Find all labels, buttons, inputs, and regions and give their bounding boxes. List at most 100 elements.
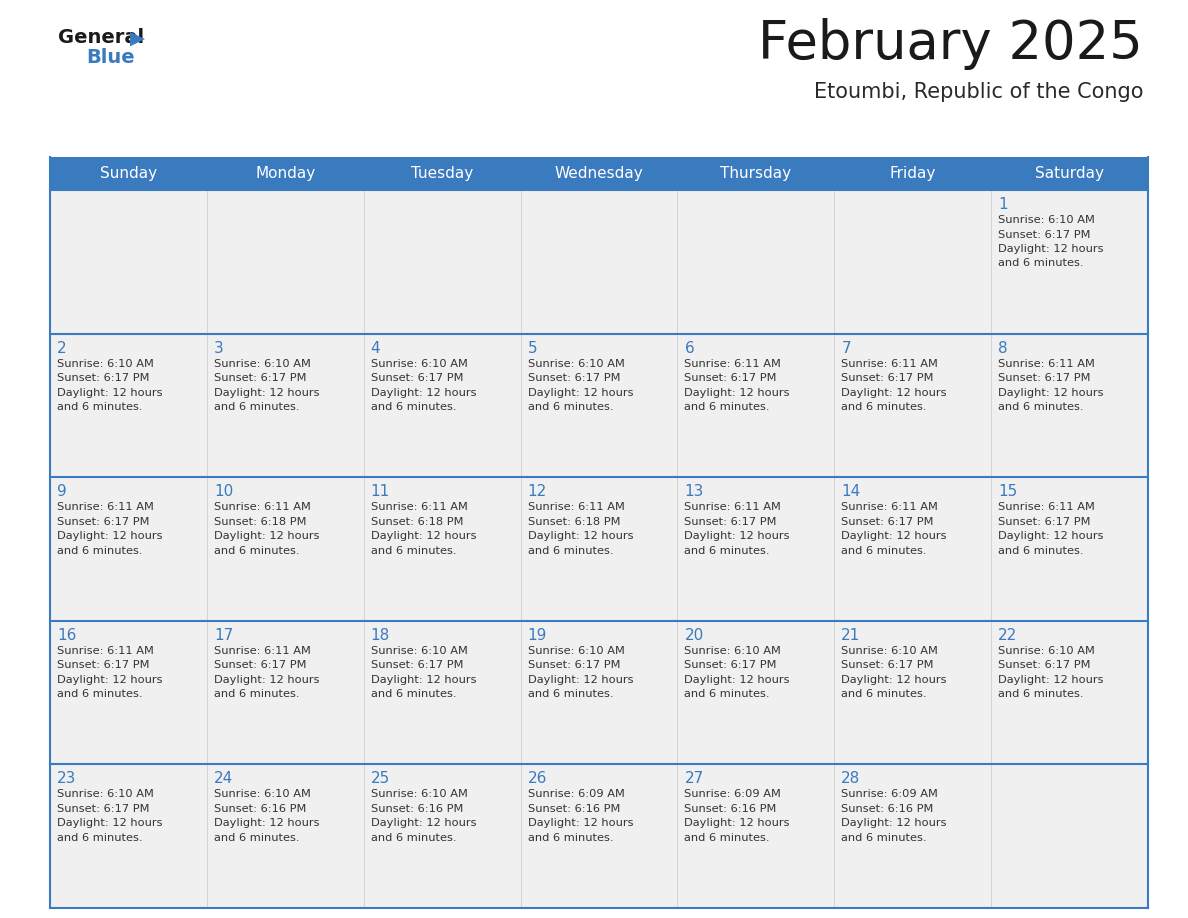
Text: Daylight: 12 hours: Daylight: 12 hours: [998, 675, 1104, 685]
Text: and 6 minutes.: and 6 minutes.: [371, 689, 456, 700]
Text: 24: 24: [214, 771, 233, 787]
Text: 18: 18: [371, 628, 390, 643]
Bar: [207, 477, 364, 621]
Text: Sunset: 6:17 PM: Sunset: 6:17 PM: [684, 660, 777, 670]
Text: and 6 minutes.: and 6 minutes.: [214, 689, 299, 700]
Text: Sunrise: 6:11 AM: Sunrise: 6:11 AM: [527, 502, 625, 512]
Text: Sunrise: 6:10 AM: Sunrise: 6:10 AM: [371, 359, 468, 369]
Bar: [834, 190, 991, 333]
Text: 20: 20: [684, 628, 703, 643]
Text: Sunset: 6:17 PM: Sunset: 6:17 PM: [214, 660, 307, 670]
Text: Sunset: 6:17 PM: Sunset: 6:17 PM: [998, 517, 1091, 527]
Text: Sunrise: 6:10 AM: Sunrise: 6:10 AM: [57, 789, 154, 800]
Text: Daylight: 12 hours: Daylight: 12 hours: [998, 387, 1104, 397]
Text: Sunset: 6:18 PM: Sunset: 6:18 PM: [371, 517, 463, 527]
Text: Sunrise: 6:10 AM: Sunrise: 6:10 AM: [214, 359, 311, 369]
Bar: [520, 765, 677, 908]
Text: Sunset: 6:16 PM: Sunset: 6:16 PM: [371, 804, 463, 814]
Text: Sunset: 6:17 PM: Sunset: 6:17 PM: [57, 660, 150, 670]
Text: Tuesday: Tuesday: [411, 166, 473, 181]
Text: General: General: [58, 28, 144, 47]
Text: 13: 13: [684, 484, 703, 499]
Text: Sunrise: 6:11 AM: Sunrise: 6:11 AM: [841, 502, 939, 512]
Text: Daylight: 12 hours: Daylight: 12 hours: [371, 532, 476, 542]
Text: and 6 minutes.: and 6 minutes.: [998, 545, 1083, 555]
Text: Sunset: 6:17 PM: Sunset: 6:17 PM: [214, 373, 307, 383]
Text: and 6 minutes.: and 6 minutes.: [684, 833, 770, 843]
Text: 14: 14: [841, 484, 860, 499]
Text: and 6 minutes.: and 6 minutes.: [371, 833, 456, 843]
Bar: [207, 190, 364, 333]
Text: Sunrise: 6:10 AM: Sunrise: 6:10 AM: [684, 645, 782, 655]
Text: 9: 9: [57, 484, 67, 499]
Text: and 6 minutes.: and 6 minutes.: [527, 402, 613, 412]
Bar: [207, 765, 364, 908]
Text: Sunrise: 6:09 AM: Sunrise: 6:09 AM: [527, 789, 625, 800]
Bar: [520, 333, 677, 477]
Text: Sunset: 6:17 PM: Sunset: 6:17 PM: [57, 804, 150, 814]
Text: Daylight: 12 hours: Daylight: 12 hours: [57, 532, 163, 542]
Text: 27: 27: [684, 771, 703, 787]
Text: Sunset: 6:17 PM: Sunset: 6:17 PM: [998, 660, 1091, 670]
Text: Sunrise: 6:11 AM: Sunrise: 6:11 AM: [371, 502, 468, 512]
Text: Daylight: 12 hours: Daylight: 12 hours: [998, 244, 1104, 254]
Text: 25: 25: [371, 771, 390, 787]
Bar: [677, 477, 834, 621]
Text: and 6 minutes.: and 6 minutes.: [57, 833, 143, 843]
Bar: [677, 190, 834, 333]
Text: Daylight: 12 hours: Daylight: 12 hours: [841, 532, 947, 542]
Text: Daylight: 12 hours: Daylight: 12 hours: [527, 675, 633, 685]
Text: 28: 28: [841, 771, 860, 787]
Text: Sunrise: 6:10 AM: Sunrise: 6:10 AM: [57, 359, 154, 369]
Text: Sunset: 6:16 PM: Sunset: 6:16 PM: [527, 804, 620, 814]
Bar: [364, 333, 520, 477]
Bar: [834, 621, 991, 765]
Text: Sunset: 6:17 PM: Sunset: 6:17 PM: [371, 660, 463, 670]
Text: Daylight: 12 hours: Daylight: 12 hours: [841, 387, 947, 397]
Text: Sunrise: 6:11 AM: Sunrise: 6:11 AM: [214, 502, 311, 512]
Text: 15: 15: [998, 484, 1017, 499]
Text: February 2025: February 2025: [758, 18, 1143, 70]
Text: and 6 minutes.: and 6 minutes.: [371, 402, 456, 412]
Bar: [50, 477, 207, 621]
Text: Sunrise: 6:11 AM: Sunrise: 6:11 AM: [841, 359, 939, 369]
Bar: [364, 190, 520, 333]
Bar: [207, 621, 364, 765]
Text: and 6 minutes.: and 6 minutes.: [527, 545, 613, 555]
Text: Monday: Monday: [255, 166, 315, 181]
Text: Sunset: 6:17 PM: Sunset: 6:17 PM: [527, 660, 620, 670]
Text: Sunset: 6:17 PM: Sunset: 6:17 PM: [527, 373, 620, 383]
Text: Daylight: 12 hours: Daylight: 12 hours: [57, 675, 163, 685]
Bar: [991, 190, 1148, 333]
Text: Daylight: 12 hours: Daylight: 12 hours: [371, 675, 476, 685]
Text: and 6 minutes.: and 6 minutes.: [57, 689, 143, 700]
Text: and 6 minutes.: and 6 minutes.: [527, 833, 613, 843]
Text: Sunset: 6:17 PM: Sunset: 6:17 PM: [371, 373, 463, 383]
Bar: [991, 621, 1148, 765]
Text: Daylight: 12 hours: Daylight: 12 hours: [684, 532, 790, 542]
Text: Friday: Friday: [890, 166, 936, 181]
Text: Sunday: Sunday: [100, 166, 157, 181]
Text: Sunrise: 6:10 AM: Sunrise: 6:10 AM: [998, 645, 1095, 655]
Bar: [50, 157, 1148, 190]
Text: and 6 minutes.: and 6 minutes.: [841, 402, 927, 412]
Text: Sunset: 6:16 PM: Sunset: 6:16 PM: [841, 804, 934, 814]
Text: Sunrise: 6:11 AM: Sunrise: 6:11 AM: [684, 359, 782, 369]
Text: 21: 21: [841, 628, 860, 643]
Text: Sunset: 6:18 PM: Sunset: 6:18 PM: [527, 517, 620, 527]
Text: 19: 19: [527, 628, 546, 643]
Text: Blue: Blue: [86, 48, 134, 67]
Text: Daylight: 12 hours: Daylight: 12 hours: [214, 532, 320, 542]
Text: Sunset: 6:16 PM: Sunset: 6:16 PM: [214, 804, 307, 814]
Text: Sunrise: 6:11 AM: Sunrise: 6:11 AM: [998, 502, 1095, 512]
Text: and 6 minutes.: and 6 minutes.: [684, 402, 770, 412]
Text: 7: 7: [841, 341, 851, 355]
Bar: [207, 333, 364, 477]
Bar: [520, 477, 677, 621]
Text: 6: 6: [684, 341, 694, 355]
Bar: [991, 765, 1148, 908]
Bar: [50, 190, 207, 333]
Text: Saturday: Saturday: [1035, 166, 1104, 181]
Bar: [520, 621, 677, 765]
Text: Sunrise: 6:10 AM: Sunrise: 6:10 AM: [371, 645, 468, 655]
